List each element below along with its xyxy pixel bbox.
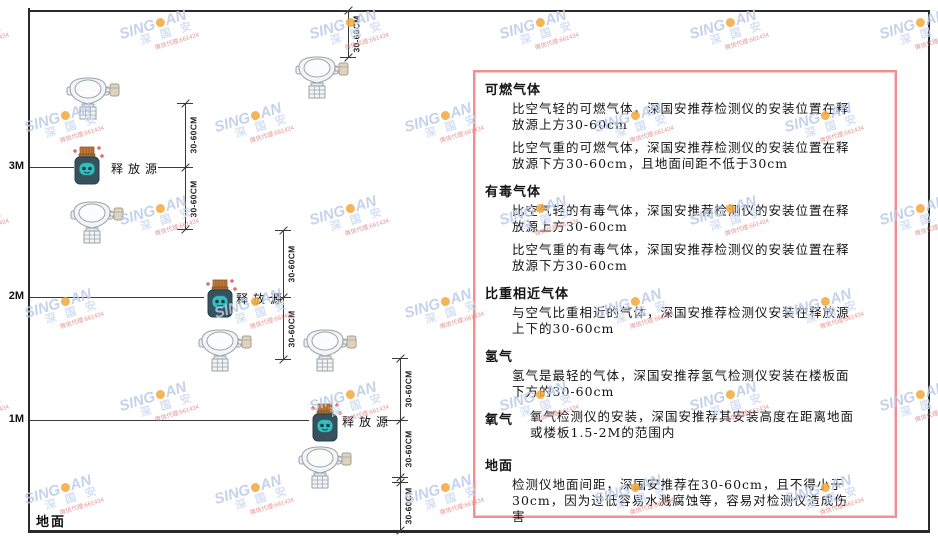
watermark-dot-icon bbox=[439, 482, 451, 494]
ground-label: 地面 bbox=[36, 515, 67, 530]
dimension-label: 30-60CM bbox=[404, 487, 414, 525]
release-source-icon bbox=[308, 403, 342, 443]
installation-notes-panel: 可燃气体 比空气轻的可燃气体，深国安推荐检测仪的安装位置在释放源上方30-60c… bbox=[473, 70, 897, 524]
section-heading: 氧气 bbox=[485, 413, 514, 428]
gas-detector-icon bbox=[295, 53, 349, 99]
section-paragraph: 比空气轻的可燃气体，深国安推荐检测仪的安装位置在释放源上方30-60cm bbox=[512, 101, 850, 132]
ceiling-line bbox=[28, 10, 930, 12]
dimension-label: 30-60CM bbox=[287, 309, 297, 348]
section-oxygen: 氧气 氧气检测仪的安装，深国安推荐其安装高度在距离地面或楼板1.5-2M的范围内 bbox=[485, 409, 895, 441]
release-source-label: 释放源 bbox=[111, 162, 163, 176]
watermark-dot-icon bbox=[154, 17, 166, 29]
watermark-dot-icon bbox=[914, 17, 926, 29]
gas-detector-icon bbox=[70, 198, 124, 244]
section-hydrogen: 氢气 氢气是最轻的气体，深国安推荐氢气检测仪安装在楼板面下方的30-60cm bbox=[485, 346, 895, 400]
watermark-dot-icon bbox=[724, 17, 736, 29]
release-source-icon bbox=[203, 279, 237, 319]
section-toxic-gas: 有毒气体 比空气轻的有毒气体，深国安推荐检测仪的安装位置在释放源上方30-60c… bbox=[485, 181, 895, 274]
section-paragraph: 氢气是最轻的气体，深国安推荐氢气检测仪安装在楼板面下方的30-60cm bbox=[512, 368, 850, 399]
dimension-line-ceiling bbox=[348, 10, 349, 57]
section-paragraph: 与空气比重相近的气体，深国安推荐检测仪安装在释放源上下的30-60cm bbox=[512, 305, 850, 336]
dimension-label: 30-60CM bbox=[404, 370, 414, 408]
watermark-dot-icon bbox=[344, 203, 356, 215]
section-paragraph: 比空气轻的有毒气体，深国安推荐检测仪的安装位置在释放源上方30-60cm bbox=[512, 203, 850, 234]
dimension-line-1m bbox=[400, 358, 401, 532]
section-heading: 地面 bbox=[485, 459, 514, 474]
dimension-label: 30-60CM bbox=[189, 116, 199, 154]
gas-detector-icon bbox=[198, 326, 252, 372]
section-combustible-gas: 可燃气体 比空气轻的可燃气体，深国安推荐检测仪的安装位置在释放源上方30-60c… bbox=[485, 79, 895, 172]
release-source-icon bbox=[70, 146, 104, 186]
watermark-dot-icon bbox=[439, 110, 451, 122]
section-paragraph: 比空气重的有毒气体，深国安推荐检测仪的安装位置在释放源下方30-60cm bbox=[512, 242, 850, 273]
section-paragraph: 检测仪地面间距，深国安推荐在30-60cm，且不得小于30cm，因为过低容易水溅… bbox=[512, 477, 848, 524]
watermark-dot-icon bbox=[249, 110, 261, 122]
section-paragraph: 氧气检测仪的安装，深国安推荐其安装高度在距离地面或楼板1.5-2M的范围内 bbox=[530, 409, 855, 440]
watermark-dot-icon bbox=[914, 203, 926, 215]
section-heading: 可燃气体 bbox=[485, 83, 542, 98]
height-label-3m: 3M bbox=[8, 160, 24, 172]
gas-detector-icon bbox=[66, 74, 120, 120]
release-source-label: 释放源 bbox=[236, 292, 288, 306]
gas-detector-icon bbox=[298, 443, 352, 489]
watermark-dot-icon bbox=[59, 482, 71, 494]
section-similar-density-gas: 比重相近气体 与空气比重相近的气体，深国安推荐检测仪安装在释放源上下的30-60… bbox=[485, 283, 895, 337]
watermark-dot-icon bbox=[534, 17, 546, 29]
watermark-dot-icon bbox=[914, 389, 926, 401]
dimension-label: 30-60CM bbox=[287, 244, 297, 283]
floor-line bbox=[28, 530, 930, 533]
section-paragraph: 比空气重的可燃气体，深国安推荐检测仪的安装位置在释放源下方30-60cm，且地面… bbox=[512, 140, 850, 171]
watermark-dot-icon bbox=[154, 389, 166, 401]
gas-detector-icon bbox=[303, 326, 357, 372]
watermark-dot-icon bbox=[249, 482, 261, 494]
height-label-1m: 1M bbox=[8, 413, 24, 425]
section-heading: 氢气 bbox=[485, 350, 514, 365]
section-heading: 比重相近气体 bbox=[485, 287, 570, 302]
left-wall-line bbox=[28, 8, 30, 533]
release-source-label: 释放源 bbox=[342, 415, 394, 429]
level-line-3m bbox=[30, 167, 74, 168]
level-line-1m bbox=[30, 420, 309, 421]
watermark-dot-icon bbox=[439, 296, 451, 308]
connector-line-3m bbox=[158, 167, 185, 168]
watermark-dot-icon bbox=[344, 389, 356, 401]
section-heading: 有毒气体 bbox=[485, 185, 542, 200]
dimension-label: 30-60CM bbox=[189, 179, 199, 218]
level-line-2m bbox=[30, 297, 204, 298]
section-ground: 地面 检测仪地面间距，深国安推荐在30-60cm，且不得小于30cm，因为过低容… bbox=[485, 455, 895, 525]
dimension-label: 30-60CM bbox=[404, 429, 414, 468]
right-wall-line bbox=[928, 10, 930, 533]
dimension-label: 30-60CM bbox=[352, 14, 362, 53]
watermark-dot-icon bbox=[154, 203, 166, 215]
height-label-2m: 2M bbox=[8, 290, 24, 302]
